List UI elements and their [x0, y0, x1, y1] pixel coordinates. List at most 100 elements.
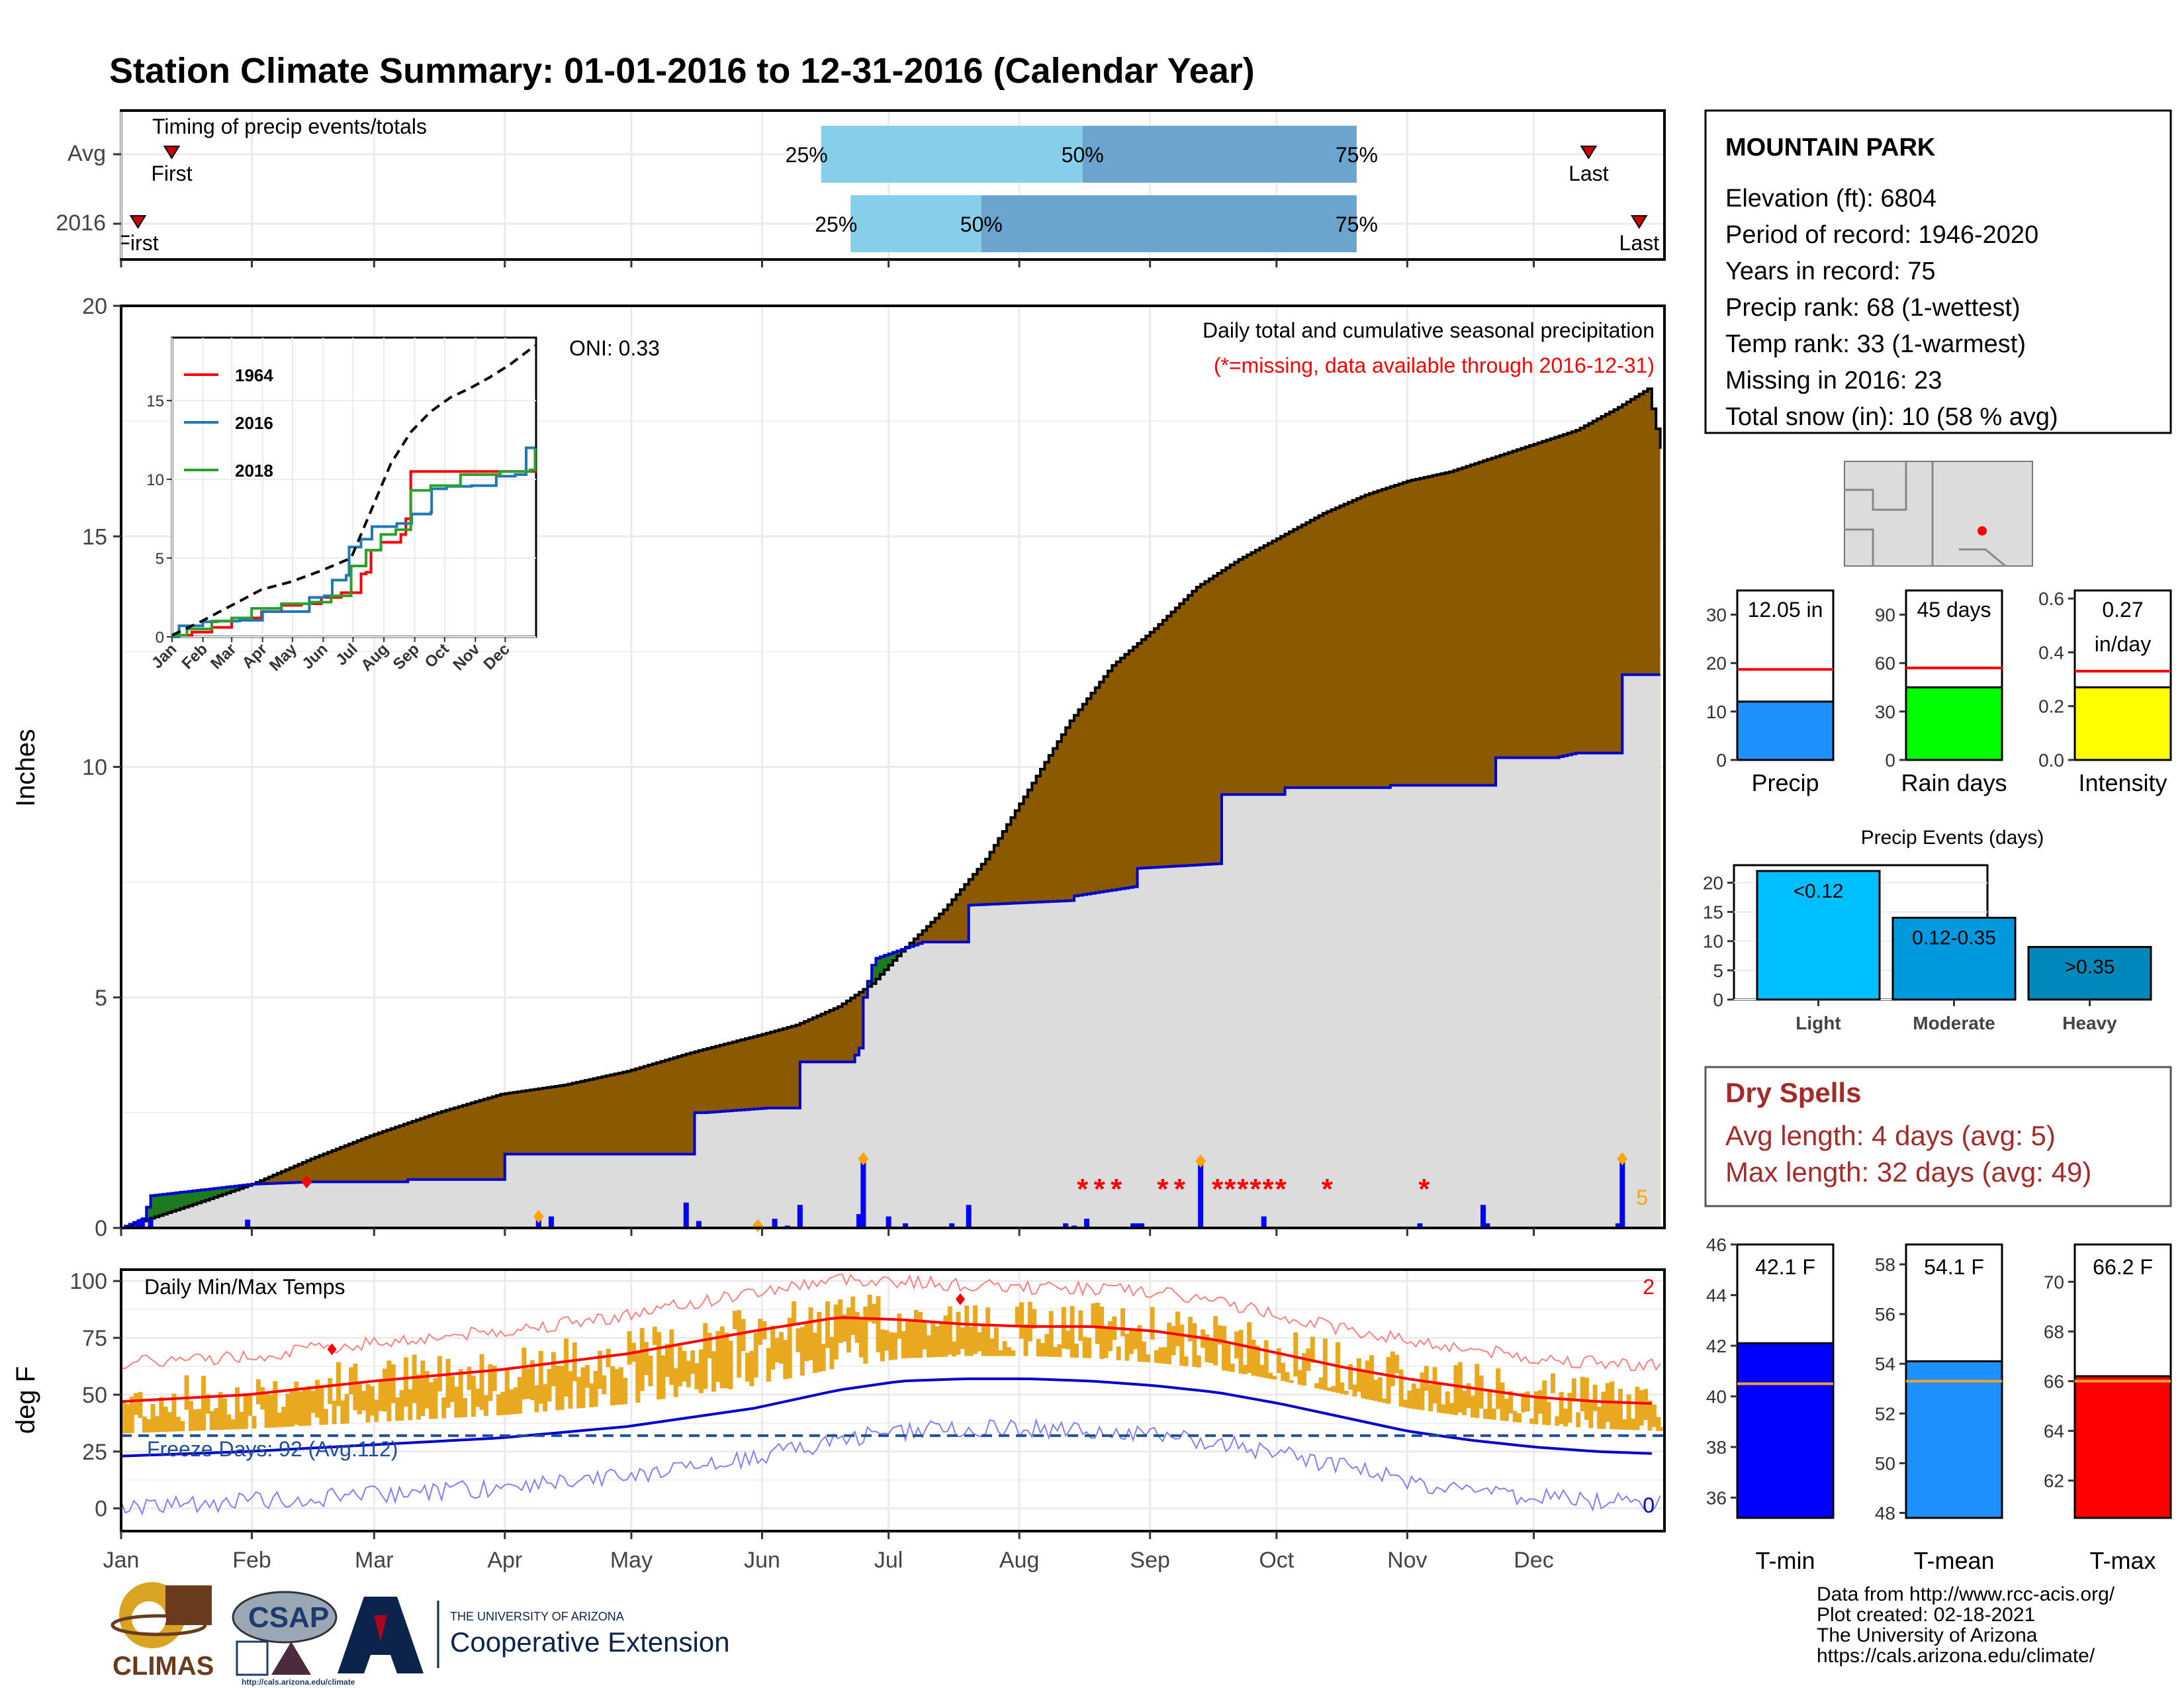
temp-day-bar: [872, 1303, 877, 1324]
station-name: MOUNTAIN PARK: [1725, 134, 1936, 162]
temp-day-bar: [673, 1368, 678, 1397]
temp-day-bar: [285, 1393, 291, 1427]
temp-day-bar: [825, 1301, 831, 1348]
temp-day-bar: [243, 1393, 248, 1429]
temp-day-bar: [534, 1385, 539, 1413]
last-marker: [1580, 146, 1598, 160]
temp-day-bar: [1023, 1324, 1028, 1356]
temp-day-bar: [985, 1307, 991, 1356]
dry-spells-avg: Avg length: 4 days (avg: 5): [1725, 1120, 2056, 1151]
temp-day-bar: [1162, 1347, 1167, 1364]
temp-day-bar: [1592, 1384, 1598, 1411]
month-tick-label: May: [610, 1548, 653, 1573]
temp-day-bar: [214, 1408, 219, 1430]
temp-day-bar: [353, 1363, 358, 1411]
temp-day-bar: [1475, 1364, 1480, 1418]
temp-day-bar: [1617, 1388, 1623, 1430]
temp-y-tick-label: 25: [82, 1440, 107, 1465]
temp-day-bar: [719, 1326, 725, 1389]
temp-summary-y-tick-label: 54: [1875, 1354, 1895, 1374]
events-category-label: Moderate: [1913, 1013, 1995, 1033]
missing-day-mark: *: [1094, 1173, 1106, 1205]
temp-day-bar: [610, 1366, 615, 1405]
temp-summary-y-tick-label: 50: [1875, 1453, 1895, 1474]
temp-day-bar: [812, 1333, 817, 1373]
temp-day-bar: [1500, 1382, 1505, 1421]
temp-day-bar: [1120, 1308, 1126, 1336]
temp-day-bar: [374, 1399, 379, 1423]
month-tick-label: Feb: [232, 1548, 271, 1573]
temp-day-bar: [1327, 1387, 1332, 1391]
temp-day-bar: [479, 1354, 484, 1410]
temp-day-bar: [1002, 1341, 1007, 1356]
temp-day-bar: [369, 1386, 375, 1416]
events-y-tick-label: 15: [1703, 902, 1723, 923]
precip-y-label: Inches: [11, 729, 40, 807]
temp-day-bar: [1537, 1390, 1543, 1414]
temp-day-bar: [1095, 1302, 1100, 1344]
temp-day-bar: [1007, 1347, 1012, 1356]
daily-precip-bar: [1138, 1223, 1144, 1228]
csap-text: CSAP: [248, 1601, 329, 1634]
temp-day-bar: [1154, 1350, 1160, 1363]
temp-day-bar: [399, 1389, 404, 1421]
temp-day-bar: [449, 1376, 455, 1403]
ua-small-text: THE UNIVERSITY OF ARIZONA: [450, 1610, 624, 1623]
daily-precip-bar: [1480, 1205, 1486, 1228]
temp-day-bar: [943, 1315, 948, 1357]
temp-day-bar: [551, 1352, 556, 1387]
inset-line-average: [171, 344, 536, 637]
temp-day-bar: [922, 1320, 927, 1350]
legend-1964: 1964: [235, 365, 273, 385]
precip-y-tick-label: 15: [82, 524, 107, 549]
summary-y-tick-label: 30: [1875, 702, 1895, 722]
timing-bars: 25% 50% 75% First Last 25% 50% 75% First Last: [121, 126, 1659, 255]
missing-day-mark: *: [1275, 1173, 1287, 1205]
temp-day-bar: [956, 1311, 961, 1355]
temp-day-bar: [365, 1383, 371, 1423]
temp-day-bar: [504, 1368, 510, 1415]
record-low-count: 0: [1643, 1493, 1655, 1517]
temp-day-bar: [1281, 1362, 1286, 1382]
heavy-event-mark: [858, 1152, 869, 1166]
daily-precip-bar: [1130, 1223, 1136, 1228]
heavy-event-mark: [1195, 1154, 1206, 1168]
temp-day-bar: [180, 1421, 185, 1432]
temp-summary-y-tick-label: 46: [1706, 1235, 1727, 1255]
temp-day-bar: [1521, 1393, 1526, 1413]
page-title: Station Climate Summary: 01-01-2016 to 1…: [109, 51, 1255, 91]
temp-day-bar: [1436, 1383, 1441, 1413]
temp-day-bar: [1580, 1376, 1585, 1412]
temp-day-bar: [808, 1307, 813, 1360]
temp-day-bar: [657, 1332, 662, 1400]
temp-day-bar: [724, 1333, 729, 1389]
summary-category-label: Intensity: [2078, 769, 2167, 796]
temp-day-bar: [1032, 1309, 1037, 1329]
temp-day-bar: [1483, 1409, 1488, 1419]
temp-day-bar: [525, 1368, 531, 1399]
temp-day-bar: [939, 1323, 944, 1357]
events-y-tick-label: 20: [1703, 872, 1723, 893]
temp-day-bar: [454, 1386, 459, 1418]
temp-day-bar: [251, 1416, 257, 1429]
temp-day-bar: [298, 1391, 303, 1427]
temp-day-bar: [1259, 1364, 1265, 1378]
daily-precip-bars: [135, 1158, 1625, 1228]
record-max-line: [120, 1273, 1661, 1372]
temp-day-bar: [1571, 1378, 1576, 1400]
daily-precip-bar: [797, 1205, 803, 1228]
daily-precip-bar: [245, 1219, 251, 1228]
timing-q25-label: 25%: [815, 212, 857, 236]
temp-summary-y-tick-label: 40: [1706, 1386, 1727, 1407]
temp-day-bar: [1302, 1352, 1307, 1386]
temp-y-label: deg F: [11, 1366, 40, 1434]
footer-line-1: Data from http://www.rcc-acis.org/: [1817, 1583, 2115, 1605]
temp-day-bar: [1318, 1377, 1324, 1389]
temp-day-bar: [1124, 1333, 1130, 1361]
temp-day-bar: [758, 1319, 763, 1345]
timing-bar-q25-q50: [821, 126, 1083, 183]
temp-day-bar: [1073, 1343, 1079, 1358]
